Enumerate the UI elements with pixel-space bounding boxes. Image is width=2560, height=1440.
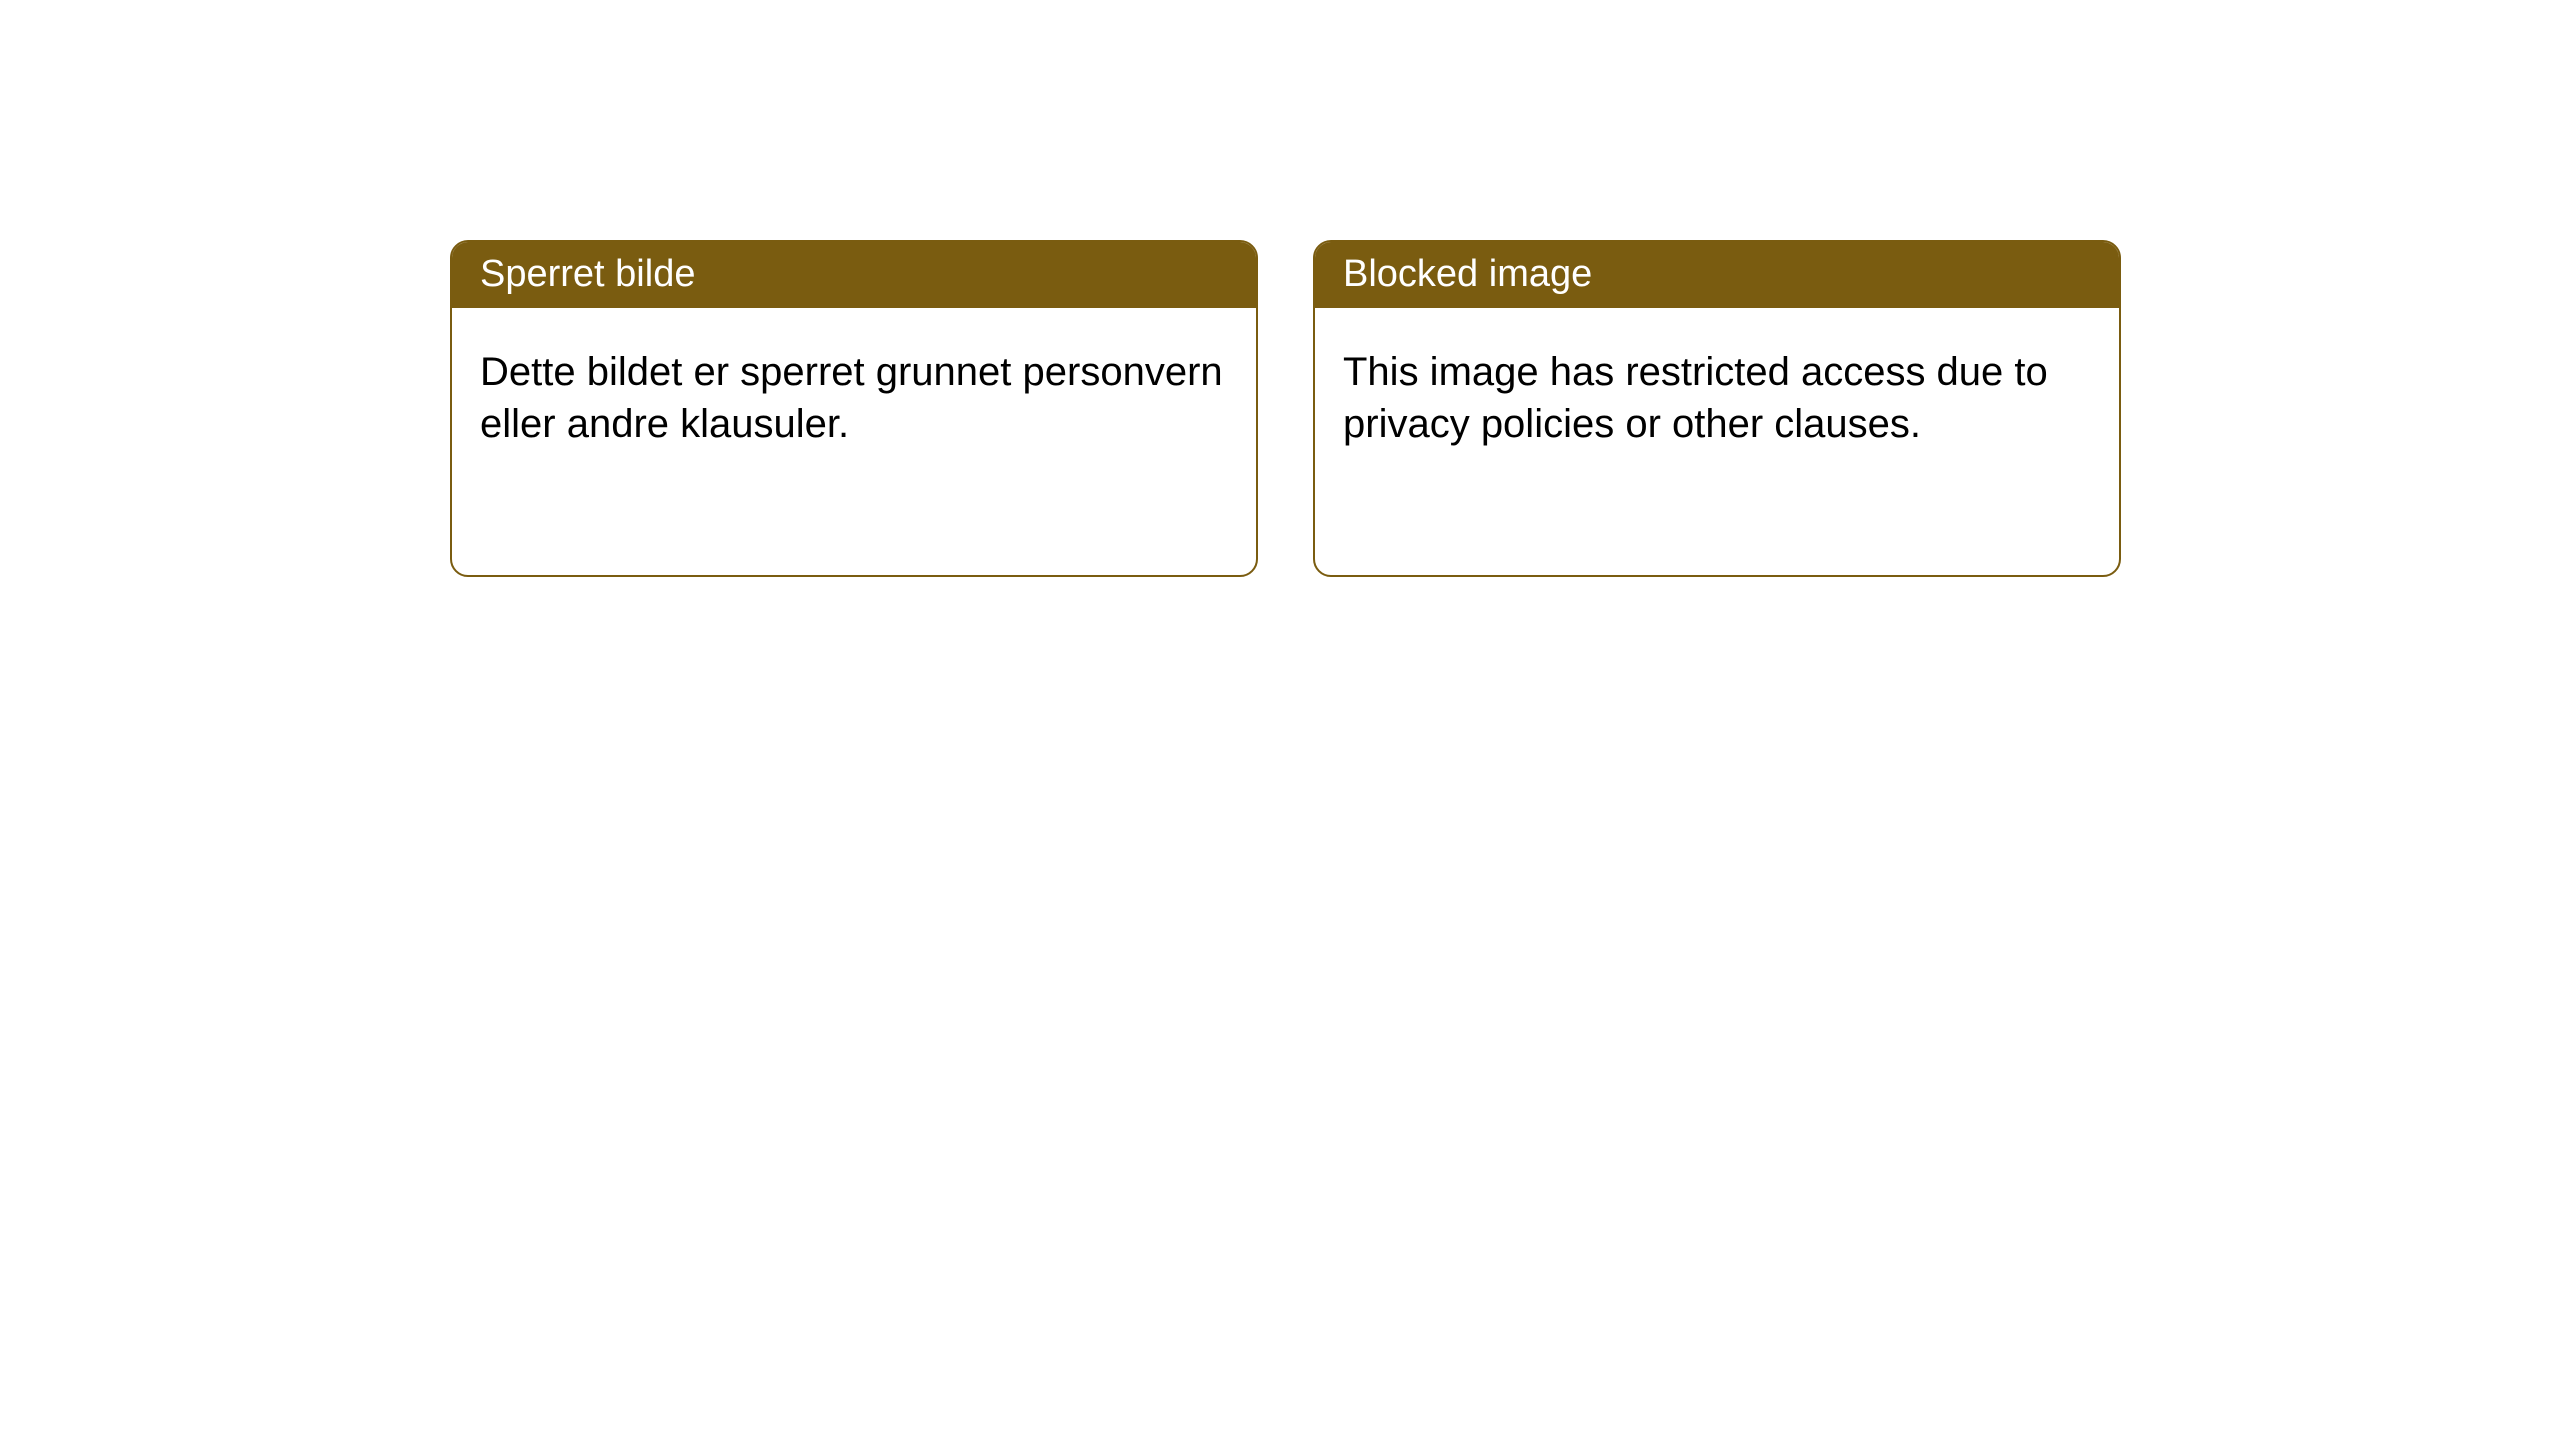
notice-card-no: Sperret bilde Dette bildet er sperret gr… bbox=[450, 240, 1258, 577]
notice-card-title: Sperret bilde bbox=[480, 253, 695, 295]
notice-card-en: Blocked image This image has restricted … bbox=[1313, 240, 2121, 577]
notice-card-body: Dette bildet er sperret grunnet personve… bbox=[452, 308, 1256, 488]
notice-card-body-text: Dette bildet er sperret grunnet personve… bbox=[480, 350, 1223, 446]
notice-card-header: Sperret bilde bbox=[452, 242, 1256, 308]
notice-cards-container: Sperret bilde Dette bildet er sperret gr… bbox=[450, 240, 2121, 577]
notice-card-header: Blocked image bbox=[1315, 242, 2119, 308]
notice-card-body: This image has restricted access due to … bbox=[1315, 308, 2119, 488]
notice-card-body-text: This image has restricted access due to … bbox=[1343, 350, 2048, 446]
notice-card-title: Blocked image bbox=[1343, 253, 1592, 295]
